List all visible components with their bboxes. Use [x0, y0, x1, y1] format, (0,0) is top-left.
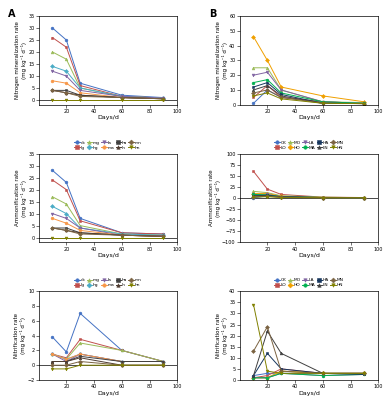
X-axis label: Days/d: Days/d: [97, 253, 119, 258]
Y-axis label: Nitrogen mineralization rate
(mg kg⁻¹ d⁻¹): Nitrogen mineralization rate (mg kg⁻¹ d⁻…: [15, 22, 27, 99]
Text: A: A: [8, 9, 15, 19]
Y-axis label: Ammonification rate
(mg kg⁻¹ d⁻¹): Ammonification rate (mg kg⁻¹ d⁻¹): [15, 170, 27, 226]
Legend: ck, lg, mg, hg, la, ma, ha, ln, mn, hn: ck, lg, mg, hg, la, ma, ha, ln, mn, hn: [74, 141, 142, 150]
Y-axis label: Ammonification rate
(mg kg⁻¹ d⁻¹): Ammonification rate (mg kg⁻¹ d⁻¹): [208, 170, 220, 226]
Y-axis label: Nitrogen mineralization rate
(mg kg⁻¹ d⁻¹): Nitrogen mineralization rate (mg kg⁻¹ d⁻…: [216, 22, 228, 99]
X-axis label: Days/d: Days/d: [298, 390, 320, 396]
X-axis label: Days/d: Days/d: [97, 115, 119, 120]
X-axis label: Days/d: Days/d: [97, 390, 119, 396]
Text: B: B: [209, 9, 217, 19]
Y-axis label: Nitrification rate
(mg kg⁻¹ d⁻¹): Nitrification rate (mg kg⁻¹ d⁻¹): [14, 313, 26, 358]
Legend: CK, LO, MO, HO, LA, MA, HA, LN, MN, HN: CK, LO, MO, HO, LA, MA, HA, LN, MN, HN: [274, 141, 344, 150]
Legend: ck, lg, mg, hg, la, ma, ha, ln, mn, hn: ck, lg, mg, hg, la, ma, ha, ln, mn, hn: [74, 278, 142, 287]
X-axis label: Days/d: Days/d: [298, 253, 320, 258]
X-axis label: Days/d: Days/d: [298, 115, 320, 120]
Y-axis label: Nitrification rate
(mg kg⁻¹ d⁻¹): Nitrification rate (mg kg⁻¹ d⁻¹): [216, 313, 228, 358]
Legend: CK, LO, MO, HO, LA, MA, HA, LN, MN, HN: CK, LO, MO, HO, LA, MA, HA, LN, MN, HN: [274, 278, 344, 287]
